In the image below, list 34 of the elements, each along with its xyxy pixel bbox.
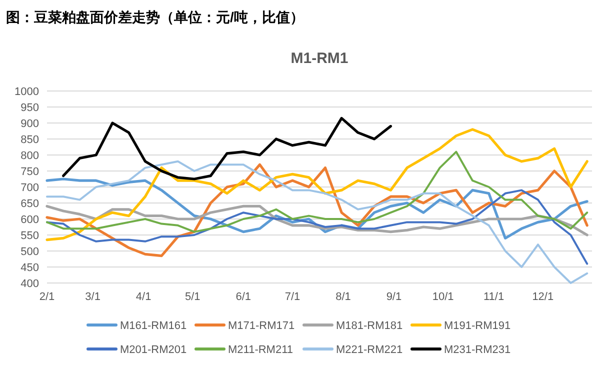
chart-title: 图：豆菜粕盘面价差走势（单位：元/吨，比值） — [6, 9, 304, 25]
chart-subtitle: M1-RM1 — [290, 50, 348, 67]
y-tick-label: 1000 — [14, 86, 39, 98]
x-tick-label: 7/1 — [284, 291, 300, 303]
y-tick-label: 500 — [20, 246, 39, 258]
x-tick-label: 5/1 — [185, 291, 200, 303]
y-tick-label: 800 — [20, 150, 39, 162]
x-tick-label: 10/1 — [432, 291, 454, 303]
legend-label: M221-RM221 — [336, 344, 403, 356]
legend-label: M181-RM181 — [336, 320, 403, 332]
y-tick-label: 600 — [20, 214, 39, 226]
x-tick-label: 2/1 — [39, 291, 55, 303]
y-tick-label: 650 — [20, 198, 39, 210]
y-tick-label: 850 — [20, 134, 39, 146]
x-tick-label: 4/1 — [136, 291, 152, 303]
legend-label: M171-RM171 — [228, 320, 295, 332]
x-tick-label: 6/1 — [236, 291, 252, 303]
x-tick-label: 9/1 — [386, 291, 402, 303]
x-tick-label: 12/1 — [532, 291, 554, 303]
y-tick-label: 750 — [20, 166, 39, 178]
y-tick-label: 700 — [20, 182, 39, 194]
legend-label: M201-RM201 — [120, 344, 187, 356]
x-tick-label: 8/1 — [336, 291, 351, 303]
x-tick-label: 11/1 — [484, 291, 504, 303]
legend-label: M191-RM191 — [444, 320, 511, 332]
x-tick-label: 3/1 — [85, 291, 100, 303]
y-tick-label: 900 — [20, 118, 39, 130]
legend-label: M211-RM211 — [228, 344, 294, 356]
y-tick-label: 550 — [20, 230, 39, 242]
legend-label: M231-RM231 — [444, 344, 511, 356]
y-tick-label: 950 — [20, 102, 39, 114]
legend-label: M161-RM161 — [120, 320, 187, 332]
y-tick-label: 400 — [20, 278, 39, 290]
y-tick-label: 450 — [20, 262, 39, 274]
